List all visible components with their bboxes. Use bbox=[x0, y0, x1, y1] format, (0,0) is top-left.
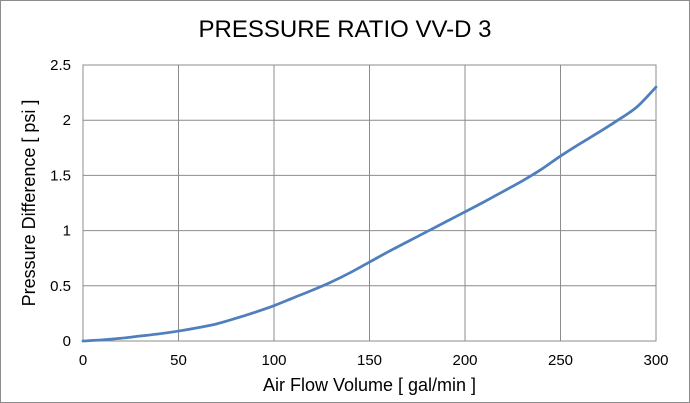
x-tick-label: 50 bbox=[170, 352, 187, 369]
x-tick-label: 300 bbox=[643, 352, 668, 369]
y-tick-label: 0.5 bbox=[50, 278, 71, 295]
y-tick-label: 1 bbox=[63, 223, 71, 240]
y-tick-label: 2 bbox=[63, 112, 71, 129]
grid bbox=[82, 64, 657, 342]
x-tick-label: 0 bbox=[79, 352, 87, 369]
x-axis-label: Air Flow Volume [ gal/min ] bbox=[263, 375, 476, 395]
x-tick-label: 100 bbox=[261, 352, 286, 369]
x-tick-label: 250 bbox=[548, 352, 573, 369]
x-tick-label: 150 bbox=[357, 352, 382, 369]
chart-title: PRESSURE RATIO VV-D 3 bbox=[199, 16, 492, 43]
plot-area bbox=[82, 64, 657, 342]
y-axis-label: Pressure Difference [ psi ] bbox=[19, 100, 39, 307]
x-tick-label: 200 bbox=[452, 352, 477, 369]
tick-labels: 0 50 100 150 200 250 300 0 0.5 1 1.5 2 2.5 bbox=[50, 57, 668, 369]
y-tick-label: 1.5 bbox=[50, 167, 71, 184]
y-tick-label: 2.5 bbox=[50, 57, 71, 74]
y-tick-label: 0 bbox=[63, 333, 71, 350]
series-layer bbox=[81, 85, 658, 343]
series-line bbox=[81, 85, 658, 343]
